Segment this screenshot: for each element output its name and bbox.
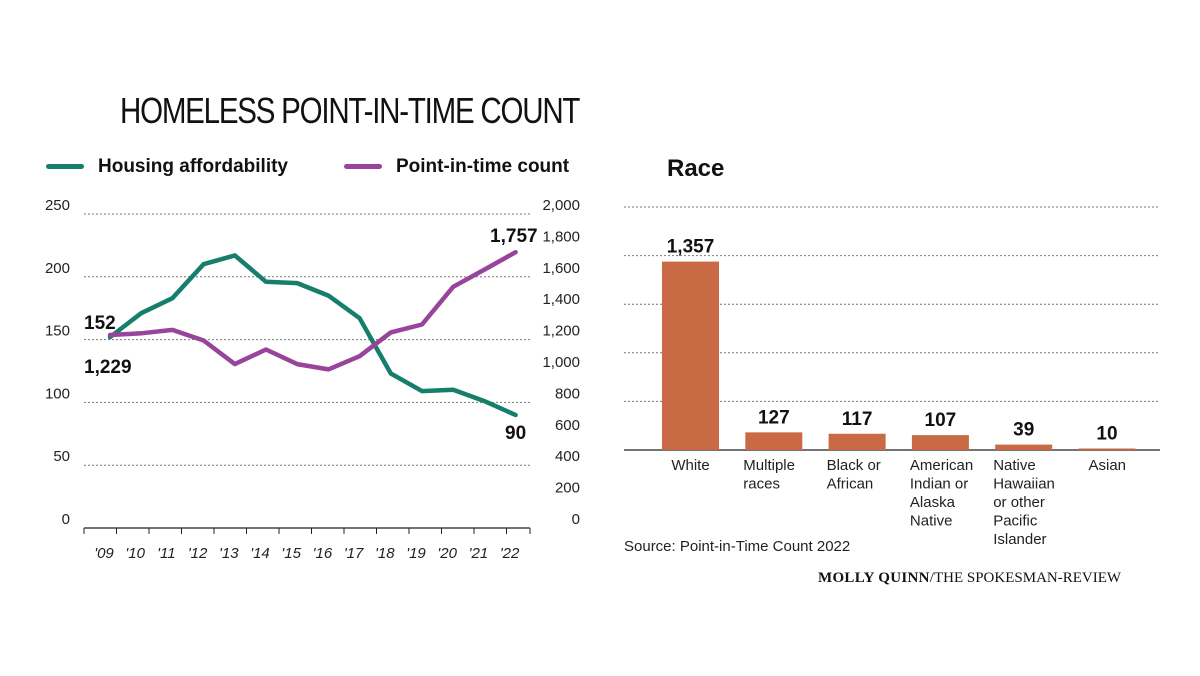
x-axis-tick-label: '10 bbox=[125, 545, 145, 562]
race-category-label: Native bbox=[993, 457, 1036, 474]
race-bar-value-label: 10 bbox=[1096, 424, 1117, 445]
race-category-label: races bbox=[743, 476, 780, 493]
race-category-label: White bbox=[671, 457, 709, 474]
race-bar-value-label: 107 bbox=[925, 410, 957, 431]
x-axis-tick-label: '14 bbox=[250, 545, 270, 562]
source-note: Source: Point-in-Time Count 2022 bbox=[624, 538, 851, 555]
race-bar bbox=[995, 444, 1053, 450]
right-axis-tick-label: 400 bbox=[555, 448, 580, 465]
right-axis-tick-label: 2,000 bbox=[542, 197, 580, 214]
legend-swatch-pit bbox=[344, 164, 382, 170]
x-axis-tick-label: '17 bbox=[344, 545, 364, 562]
race-bar bbox=[911, 435, 969, 450]
race-bar bbox=[828, 433, 886, 450]
left-axis-tick-label: 0 bbox=[62, 511, 70, 528]
legend-label-affordability: Housing affordability bbox=[98, 156, 288, 177]
right-axis-tick-label: 1,600 bbox=[542, 260, 580, 277]
annotation-pit-start: 1,229 bbox=[84, 357, 132, 378]
x-axis-tick-label: '11 bbox=[157, 545, 175, 562]
race-bar-value-label: 127 bbox=[758, 407, 790, 428]
race-category-label: Alaska bbox=[910, 494, 956, 511]
race-category-label: Asian bbox=[1089, 457, 1127, 474]
x-axis-tick-label: '21 bbox=[469, 545, 489, 562]
race-category-label: Indian or bbox=[910, 476, 968, 493]
race-category-label: Hawaiian bbox=[993, 476, 1055, 493]
annotation-affordability-start: 152 bbox=[84, 313, 116, 334]
x-axis-tick-label: '18 bbox=[375, 545, 395, 562]
left-axis-tick-label: 250 bbox=[45, 197, 70, 214]
x-axis-tick-label: '19 bbox=[406, 545, 426, 562]
legend-label-pit: Point-in-time count bbox=[396, 156, 570, 177]
race-bar bbox=[1078, 448, 1136, 450]
left-axis-tick-label: 50 bbox=[53, 448, 70, 465]
housing-affordability-line bbox=[107, 253, 518, 418]
right-axis-tick-label: 0 bbox=[572, 511, 580, 528]
x-axis-tick-label: '15 bbox=[281, 545, 301, 562]
right-axis-tick-label: 1,000 bbox=[542, 354, 580, 371]
race-bar-value-label: 1,357 bbox=[667, 237, 715, 258]
race-bar-value-label: 39 bbox=[1013, 420, 1034, 441]
x-axis-tick-label: '22 bbox=[500, 545, 520, 562]
race-category-label: American bbox=[910, 457, 973, 474]
race-category-label: or other bbox=[993, 494, 1045, 511]
credit-name: MOLLY QUINN bbox=[818, 570, 930, 586]
credit-org: /THE SPOKESMAN-REVIEW bbox=[929, 570, 1122, 586]
x-axis-tick-label: '20 bbox=[437, 545, 457, 562]
legend-point-in-time: Point-in-time count bbox=[344, 156, 569, 178]
right-axis-tick-label: 1,400 bbox=[542, 291, 580, 308]
credit-line: MOLLY QUINN/THE SPOKESMAN-REVIEW bbox=[818, 570, 1121, 587]
race-bar bbox=[662, 261, 719, 450]
x-axis-tick-label: '16 bbox=[313, 545, 333, 562]
left-axis-tick-label: 150 bbox=[45, 323, 70, 340]
right-axis-tick-label: 600 bbox=[555, 417, 580, 434]
left-axis-tick-label: 100 bbox=[45, 385, 70, 402]
x-axis-tick-label: '12 bbox=[188, 545, 208, 562]
race-category-label: Native bbox=[910, 513, 953, 530]
race-category-label: Islander bbox=[993, 531, 1046, 548]
x-axis-tick-label: '13 bbox=[219, 545, 239, 562]
race-category-label: African bbox=[827, 476, 874, 493]
legend-housing-affordability: Housing affordability bbox=[46, 156, 288, 178]
race-bar-value-label: 117 bbox=[842, 409, 873, 430]
annotation-affordability-end: 90 bbox=[505, 423, 526, 444]
annotation-pit-end: 1,757 bbox=[490, 226, 538, 247]
race-category-label: Multiple bbox=[743, 457, 795, 474]
race-bar bbox=[745, 432, 803, 450]
right-axis-tick-label: 800 bbox=[555, 385, 580, 402]
right-axis-tick-label: 1,200 bbox=[542, 323, 580, 340]
legend-swatch-affordability bbox=[46, 164, 84, 170]
point-in-time-line bbox=[107, 249, 518, 372]
chart-title: HOMELESS POINT-IN-TIME COUNT bbox=[120, 90, 580, 131]
left-axis-tick-label: 200 bbox=[45, 260, 70, 277]
x-axis-tick-label: '09 bbox=[94, 545, 114, 562]
right-axis-tick-label: 200 bbox=[555, 480, 580, 497]
race-category-label: Black or bbox=[827, 457, 881, 474]
right-axis-tick-label: 1,800 bbox=[542, 228, 580, 245]
race-category-label: Pacific bbox=[993, 513, 1038, 530]
race-chart-title: Race bbox=[667, 155, 725, 182]
